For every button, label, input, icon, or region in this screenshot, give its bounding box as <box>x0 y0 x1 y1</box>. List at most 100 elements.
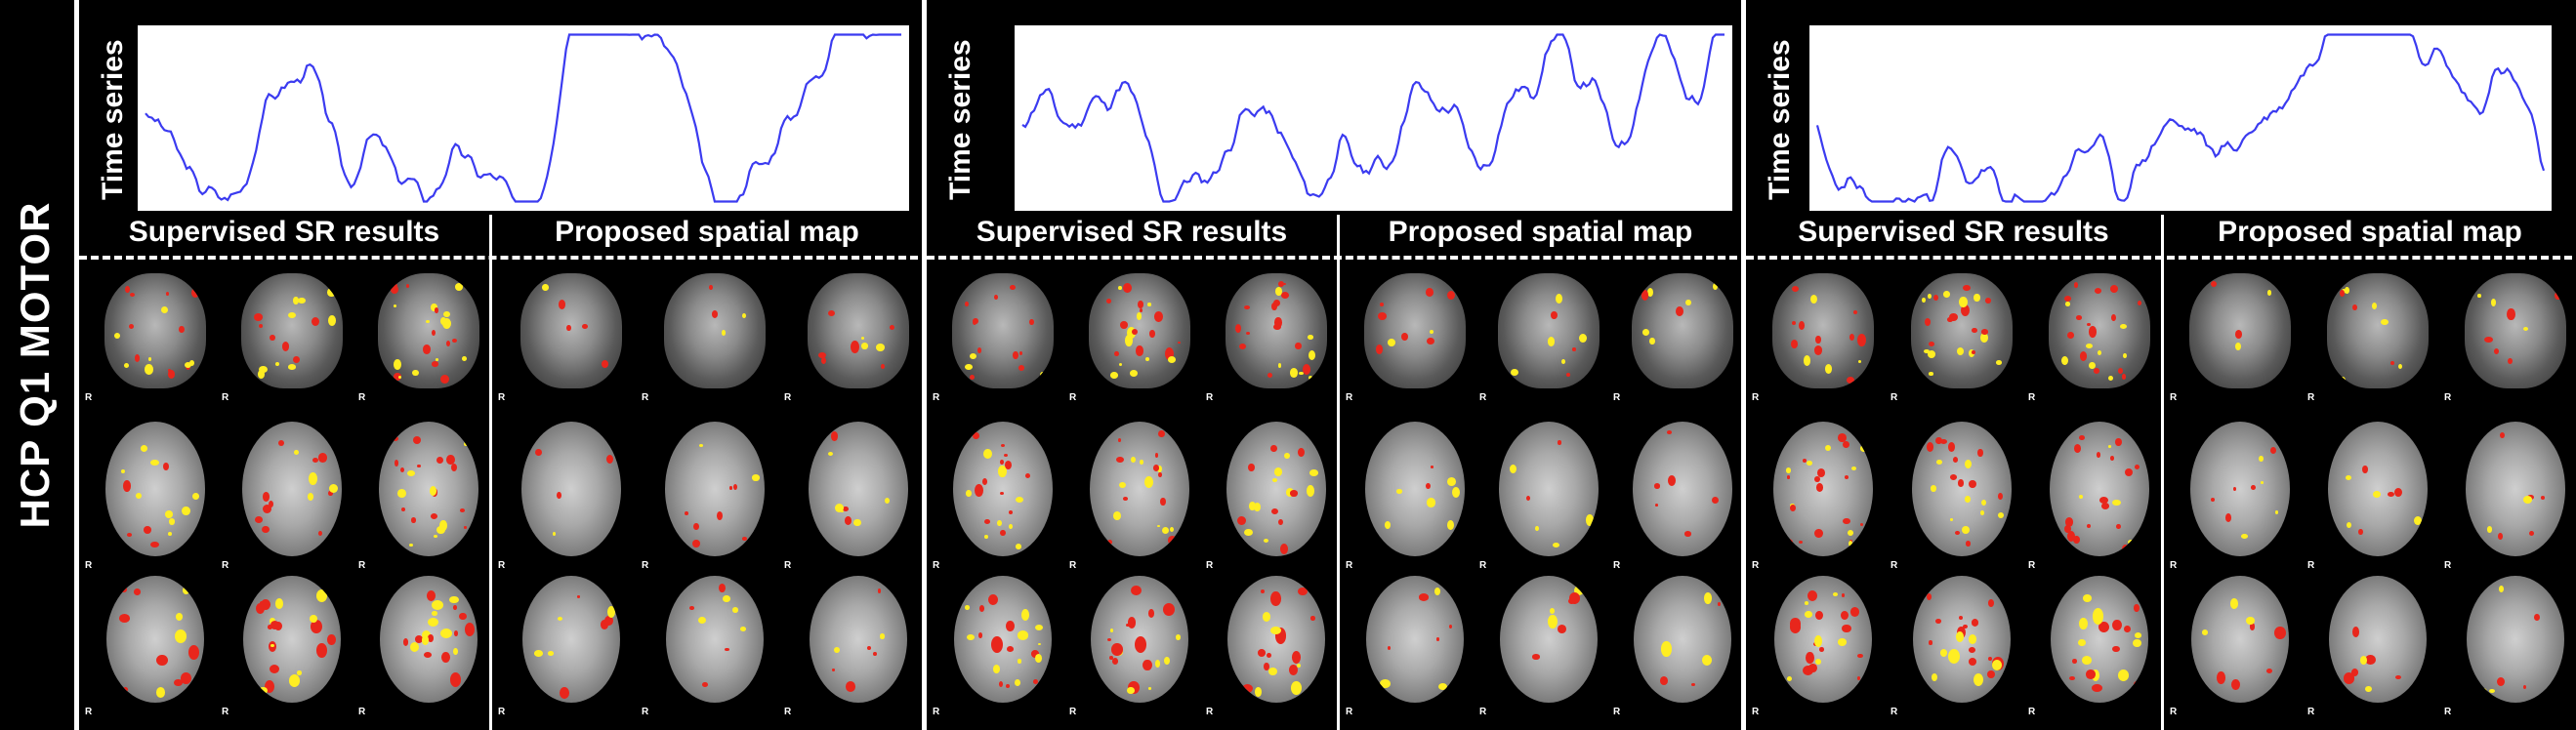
orientation-marker: R <box>2444 392 2452 403</box>
activation-blob <box>454 630 458 636</box>
brain-slice <box>1091 576 1188 703</box>
activation-blob <box>265 680 275 693</box>
activation-blob <box>1140 460 1143 465</box>
activation-blob <box>1284 453 1290 460</box>
activation-blob <box>1298 448 1305 458</box>
activation-blob <box>2340 290 2346 298</box>
activation-blob <box>1816 483 1824 492</box>
proposed-brain-grid: R R R R R R R R R <box>2164 265 2576 730</box>
activation-blob <box>1548 337 1556 346</box>
activation-blob <box>1376 345 1383 354</box>
activation-blob <box>1965 496 1971 503</box>
activation-blob <box>548 651 554 656</box>
activation-blob <box>2111 314 2116 322</box>
activation-blob <box>1380 303 1384 307</box>
activation-blob <box>1510 465 1517 474</box>
activation-blob <box>134 588 141 595</box>
subpanel-divider <box>2161 215 2164 730</box>
activation-blob <box>1661 641 1672 657</box>
activation-blob <box>2555 292 2561 301</box>
activation-blob <box>393 436 398 442</box>
activation-blob <box>1264 663 1269 670</box>
activation-blob <box>1988 657 1992 661</box>
supervised-title: Supervised SR results <box>1798 216 2109 248</box>
activation-blob <box>742 537 747 541</box>
activation-blob <box>436 457 443 465</box>
activation-blob <box>156 655 168 666</box>
activation-blob <box>1806 652 1814 664</box>
activation-blob <box>1807 590 1817 601</box>
brain-slice <box>1633 422 1732 556</box>
activation-blob <box>1118 286 1122 290</box>
activation-blob <box>2261 481 2264 484</box>
activation-blob <box>1016 544 1021 549</box>
activation-blob <box>1825 364 1833 374</box>
activation-blob <box>141 445 148 452</box>
activation-blob <box>558 617 563 622</box>
activation-blob <box>2346 475 2351 480</box>
activation-blob <box>1006 684 1011 689</box>
activation-blob <box>1267 653 1272 659</box>
activation-blob <box>1111 643 1123 656</box>
activation-blob <box>1842 625 1851 633</box>
brain-slice <box>378 273 479 388</box>
activation-blob <box>2508 358 2513 365</box>
activation-blob <box>2118 368 2123 375</box>
time-series-label: Time series <box>944 39 976 200</box>
orientation-marker: R <box>222 560 229 571</box>
orientation-marker: R <box>1069 392 1077 403</box>
activation-blob <box>1452 487 1460 499</box>
activation-blob <box>1702 655 1712 666</box>
orientation-marker: R <box>933 560 940 571</box>
activation-blob <box>1155 660 1161 668</box>
activation-blob <box>1123 283 1132 294</box>
activation-blob <box>2372 303 2378 310</box>
activation-blob <box>1948 649 1960 664</box>
activation-blob <box>1574 586 1585 596</box>
activation-blob <box>2128 540 2135 545</box>
activation-blob <box>1107 540 1113 546</box>
activation-blob <box>451 464 458 472</box>
brain-slice <box>1634 576 1731 703</box>
activation-blob <box>1239 344 1246 349</box>
activation-blob <box>310 615 317 624</box>
activation-blob <box>259 366 268 374</box>
activation-blob <box>1009 524 1013 529</box>
supervised-brain-grid: R R R R R R R R R <box>1746 265 2161 730</box>
orientation-marker: R <box>2307 707 2315 717</box>
activation-blob <box>446 341 451 346</box>
activation-blob <box>2080 351 2088 361</box>
brain-slice <box>1498 273 1600 388</box>
activation-blob <box>2072 659 2077 664</box>
activation-blob <box>1419 593 1430 601</box>
activation-blob <box>1924 349 1930 354</box>
activation-blob <box>1278 281 1285 288</box>
activation-blob <box>1535 526 1539 532</box>
activation-blob <box>256 603 265 615</box>
activation-blob <box>1274 317 1282 328</box>
orientation-marker: R <box>2028 560 2036 571</box>
activation-blob <box>1987 670 1996 679</box>
activation-blob <box>1035 654 1043 663</box>
activation-blob <box>1786 467 1791 473</box>
brain-slice <box>380 576 478 703</box>
activation-blob <box>2098 622 2109 632</box>
activation-blob <box>426 320 431 324</box>
activation-blob <box>423 345 431 354</box>
activation-blob <box>1244 529 1253 537</box>
activation-blob <box>1935 619 1942 624</box>
activation-blob <box>1127 327 1136 339</box>
activation-blob <box>1162 527 1170 535</box>
supervised-brain-grid: R R R R R R R R R <box>79 265 489 730</box>
proposed-title: Proposed spatial map <box>2218 216 2522 248</box>
activation-blob <box>966 490 972 497</box>
activation-blob <box>732 607 739 613</box>
activation-blob <box>2251 485 2256 490</box>
activation-blob <box>1430 330 1434 335</box>
activation-blob <box>432 611 437 616</box>
activation-blob <box>1962 526 1970 535</box>
activation-blob <box>973 319 977 325</box>
brain-slice <box>1500 576 1598 703</box>
activation-blob <box>441 652 450 664</box>
activation-blob <box>1857 676 1861 680</box>
